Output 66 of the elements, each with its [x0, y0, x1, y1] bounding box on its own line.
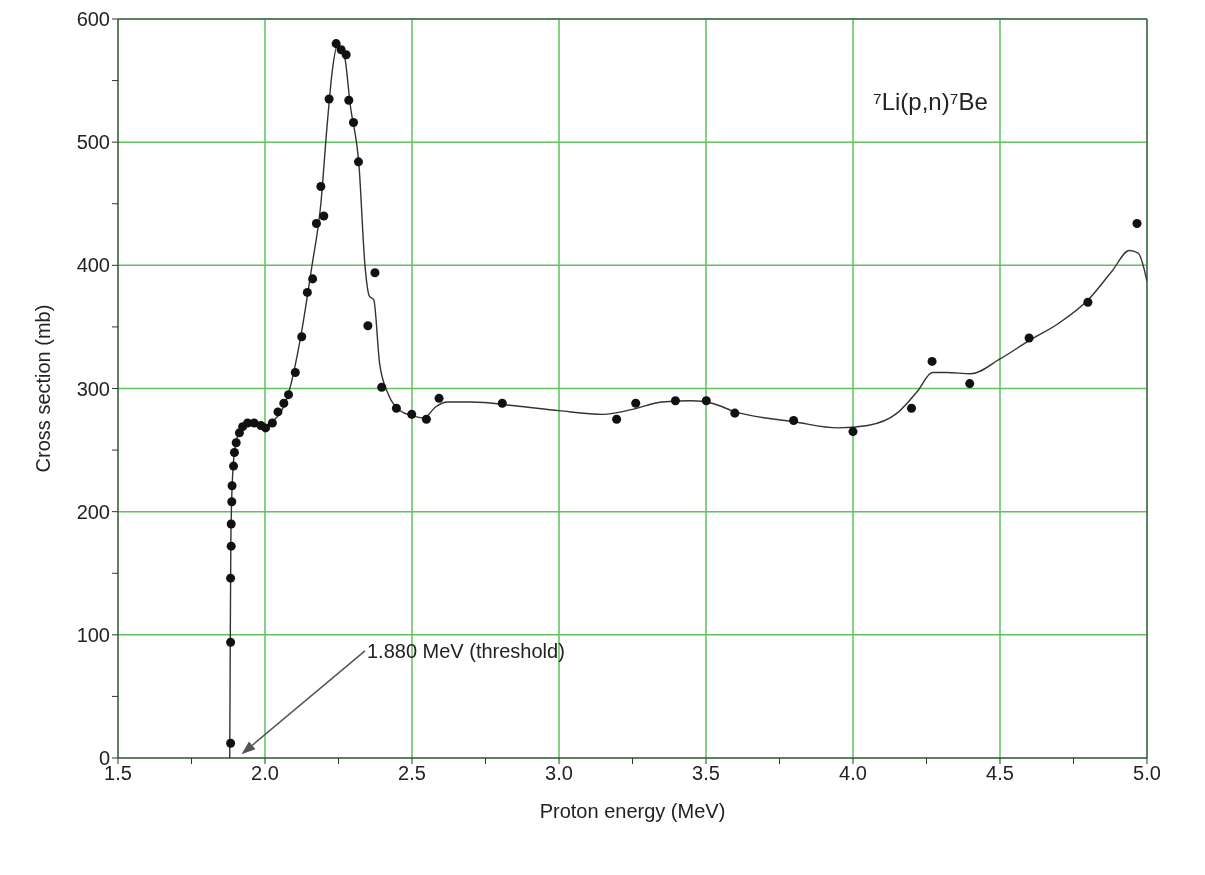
point [730, 408, 740, 418]
point [279, 398, 289, 408]
point [497, 398, 507, 408]
point [311, 218, 321, 228]
point [331, 39, 341, 49]
point [927, 356, 937, 366]
point [273, 407, 283, 417]
annotation: 1.880 MeV (threshold) [366, 639, 565, 662]
point [231, 438, 241, 448]
y-tick-label: 600 [76, 8, 110, 30]
point [316, 182, 326, 192]
point [363, 321, 373, 331]
point [229, 461, 239, 471]
point [226, 738, 236, 748]
point [261, 423, 271, 433]
point [308, 274, 318, 284]
x-axis-title: Proton energy (MeV) [539, 800, 726, 822]
point [324, 94, 334, 104]
point [670, 396, 680, 406]
point [965, 379, 975, 389]
point [226, 519, 236, 529]
point [226, 573, 236, 583]
x-tick-label: 3.5 [692, 762, 720, 785]
x-tick-label: 3.0 [545, 762, 573, 785]
point [353, 157, 364, 167]
x-tick-label: 5.0 [1133, 762, 1161, 785]
y-axis-title: Cross section (mb) [32, 304, 55, 473]
y-tick-label: 300 [76, 377, 110, 400]
point [284, 390, 294, 400]
point [434, 393, 444, 403]
point [1132, 218, 1142, 228]
point [701, 396, 711, 406]
point [348, 117, 359, 127]
point [377, 382, 387, 392]
point [267, 418, 277, 428]
x-tick-label: 4.0 [839, 762, 867, 785]
point [631, 398, 641, 408]
point [421, 414, 431, 424]
y-tick-label: 400 [76, 254, 110, 277]
point [226, 637, 236, 647]
point [906, 403, 917, 413]
y-tick-label: 100 [76, 623, 110, 646]
x-tick-label: 2.0 [251, 762, 279, 785]
point [344, 95, 354, 105]
point [341, 50, 351, 60]
point [391, 403, 401, 413]
point [1083, 297, 1093, 307]
text: ⁷Li(p,n)⁷Be [873, 88, 988, 116]
point [229, 448, 239, 458]
point [226, 541, 236, 551]
y-tick-label: 200 [76, 500, 110, 523]
point [789, 416, 799, 426]
point [1024, 333, 1034, 343]
point [319, 211, 329, 221]
point [227, 481, 237, 491]
point [848, 427, 858, 437]
x-tick-label: 2.5 [398, 762, 426, 785]
point [297, 332, 307, 342]
point [612, 414, 622, 424]
point [302, 287, 312, 297]
point [370, 268, 380, 278]
x-tick-label: 4.5 [986, 762, 1014, 785]
point [407, 409, 417, 419]
point [290, 367, 300, 377]
y-tick-label: 500 [76, 131, 110, 154]
point [227, 497, 237, 507]
